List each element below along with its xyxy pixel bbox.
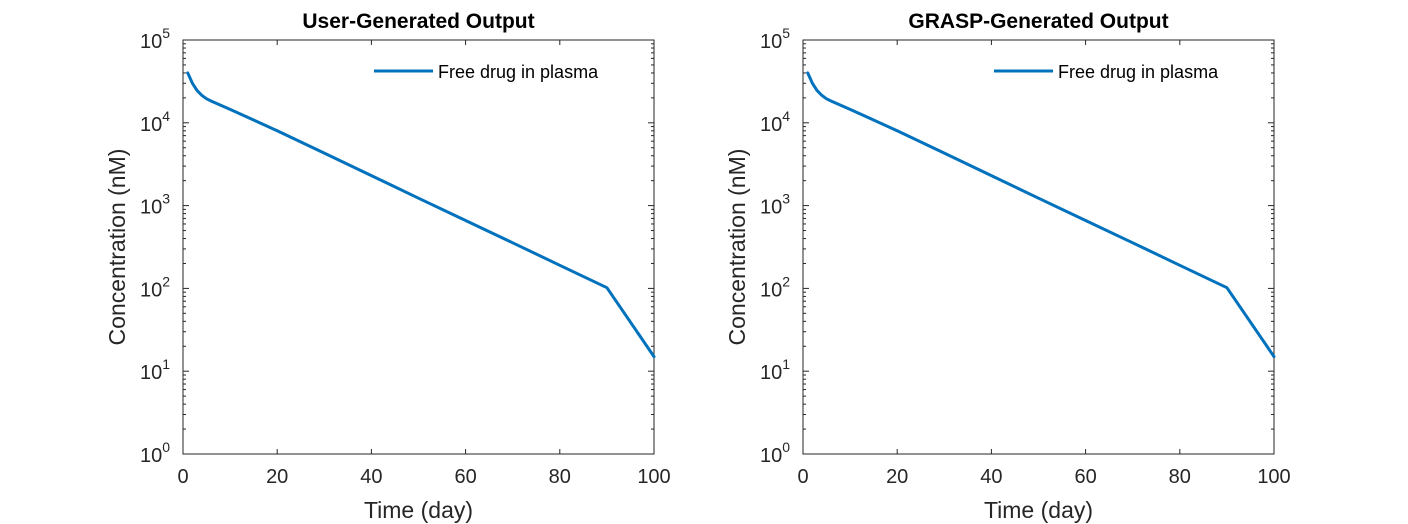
x-axis-label: Time (day) [984,497,1093,523]
series-line-1 [186,71,656,359]
y-axis-label: Concentration (nM) [724,149,750,346]
legend-label: Free drug in plasma [438,62,599,82]
y-axis-label: Concentration (nM) [104,149,130,346]
x-tick-label: 0 [177,466,188,488]
y-tick-label: 101 [760,356,790,384]
x-tick-label: 40 [980,466,1002,488]
y-tick-label: 104 [760,108,790,136]
x-tick-label: 60 [1074,466,1096,488]
y-tick-label: 105 [140,25,170,53]
x-tick-label: 60 [454,466,476,488]
legend-label: Free drug in plasma [1058,62,1219,82]
x-tick-label: 20 [886,466,908,488]
x-tick-label: 80 [1169,466,1191,488]
x-tick-label: 20 [266,466,288,488]
chart-title: User-Generated Output [302,10,534,33]
chart-title: GRASP-Generated Output [908,10,1168,33]
y-tick-label: 100 [760,439,790,467]
x-tick-label: 80 [549,466,571,488]
y-tick-label: 102 [760,273,790,301]
x-tick-label: 40 [360,466,382,488]
x-tick-label: 100 [1257,466,1290,488]
y-tick-label: 103 [140,191,170,219]
axes-box [182,39,655,455]
y-tick-label: 105 [760,25,790,53]
y-tick-label: 102 [140,273,170,301]
y-tick-label: 103 [760,191,790,219]
y-tick-label: 104 [140,108,170,136]
y-tick-label: 100 [140,439,170,467]
x-tick-label: 100 [637,466,670,488]
chart-panel-2: GRASP-Generated Output 0 20 40 60 80 100 100 101… [724,10,1291,523]
chart-panel-1: User-Generated Output 0 20 40 60 80 100 100 101 1… [104,10,671,523]
axes-box [802,39,1275,455]
y-tick-label: 101 [140,356,170,384]
x-axis-label: Time (day) [364,497,473,523]
series-line-1 [806,71,1276,359]
x-tick-label: 0 [797,466,808,488]
